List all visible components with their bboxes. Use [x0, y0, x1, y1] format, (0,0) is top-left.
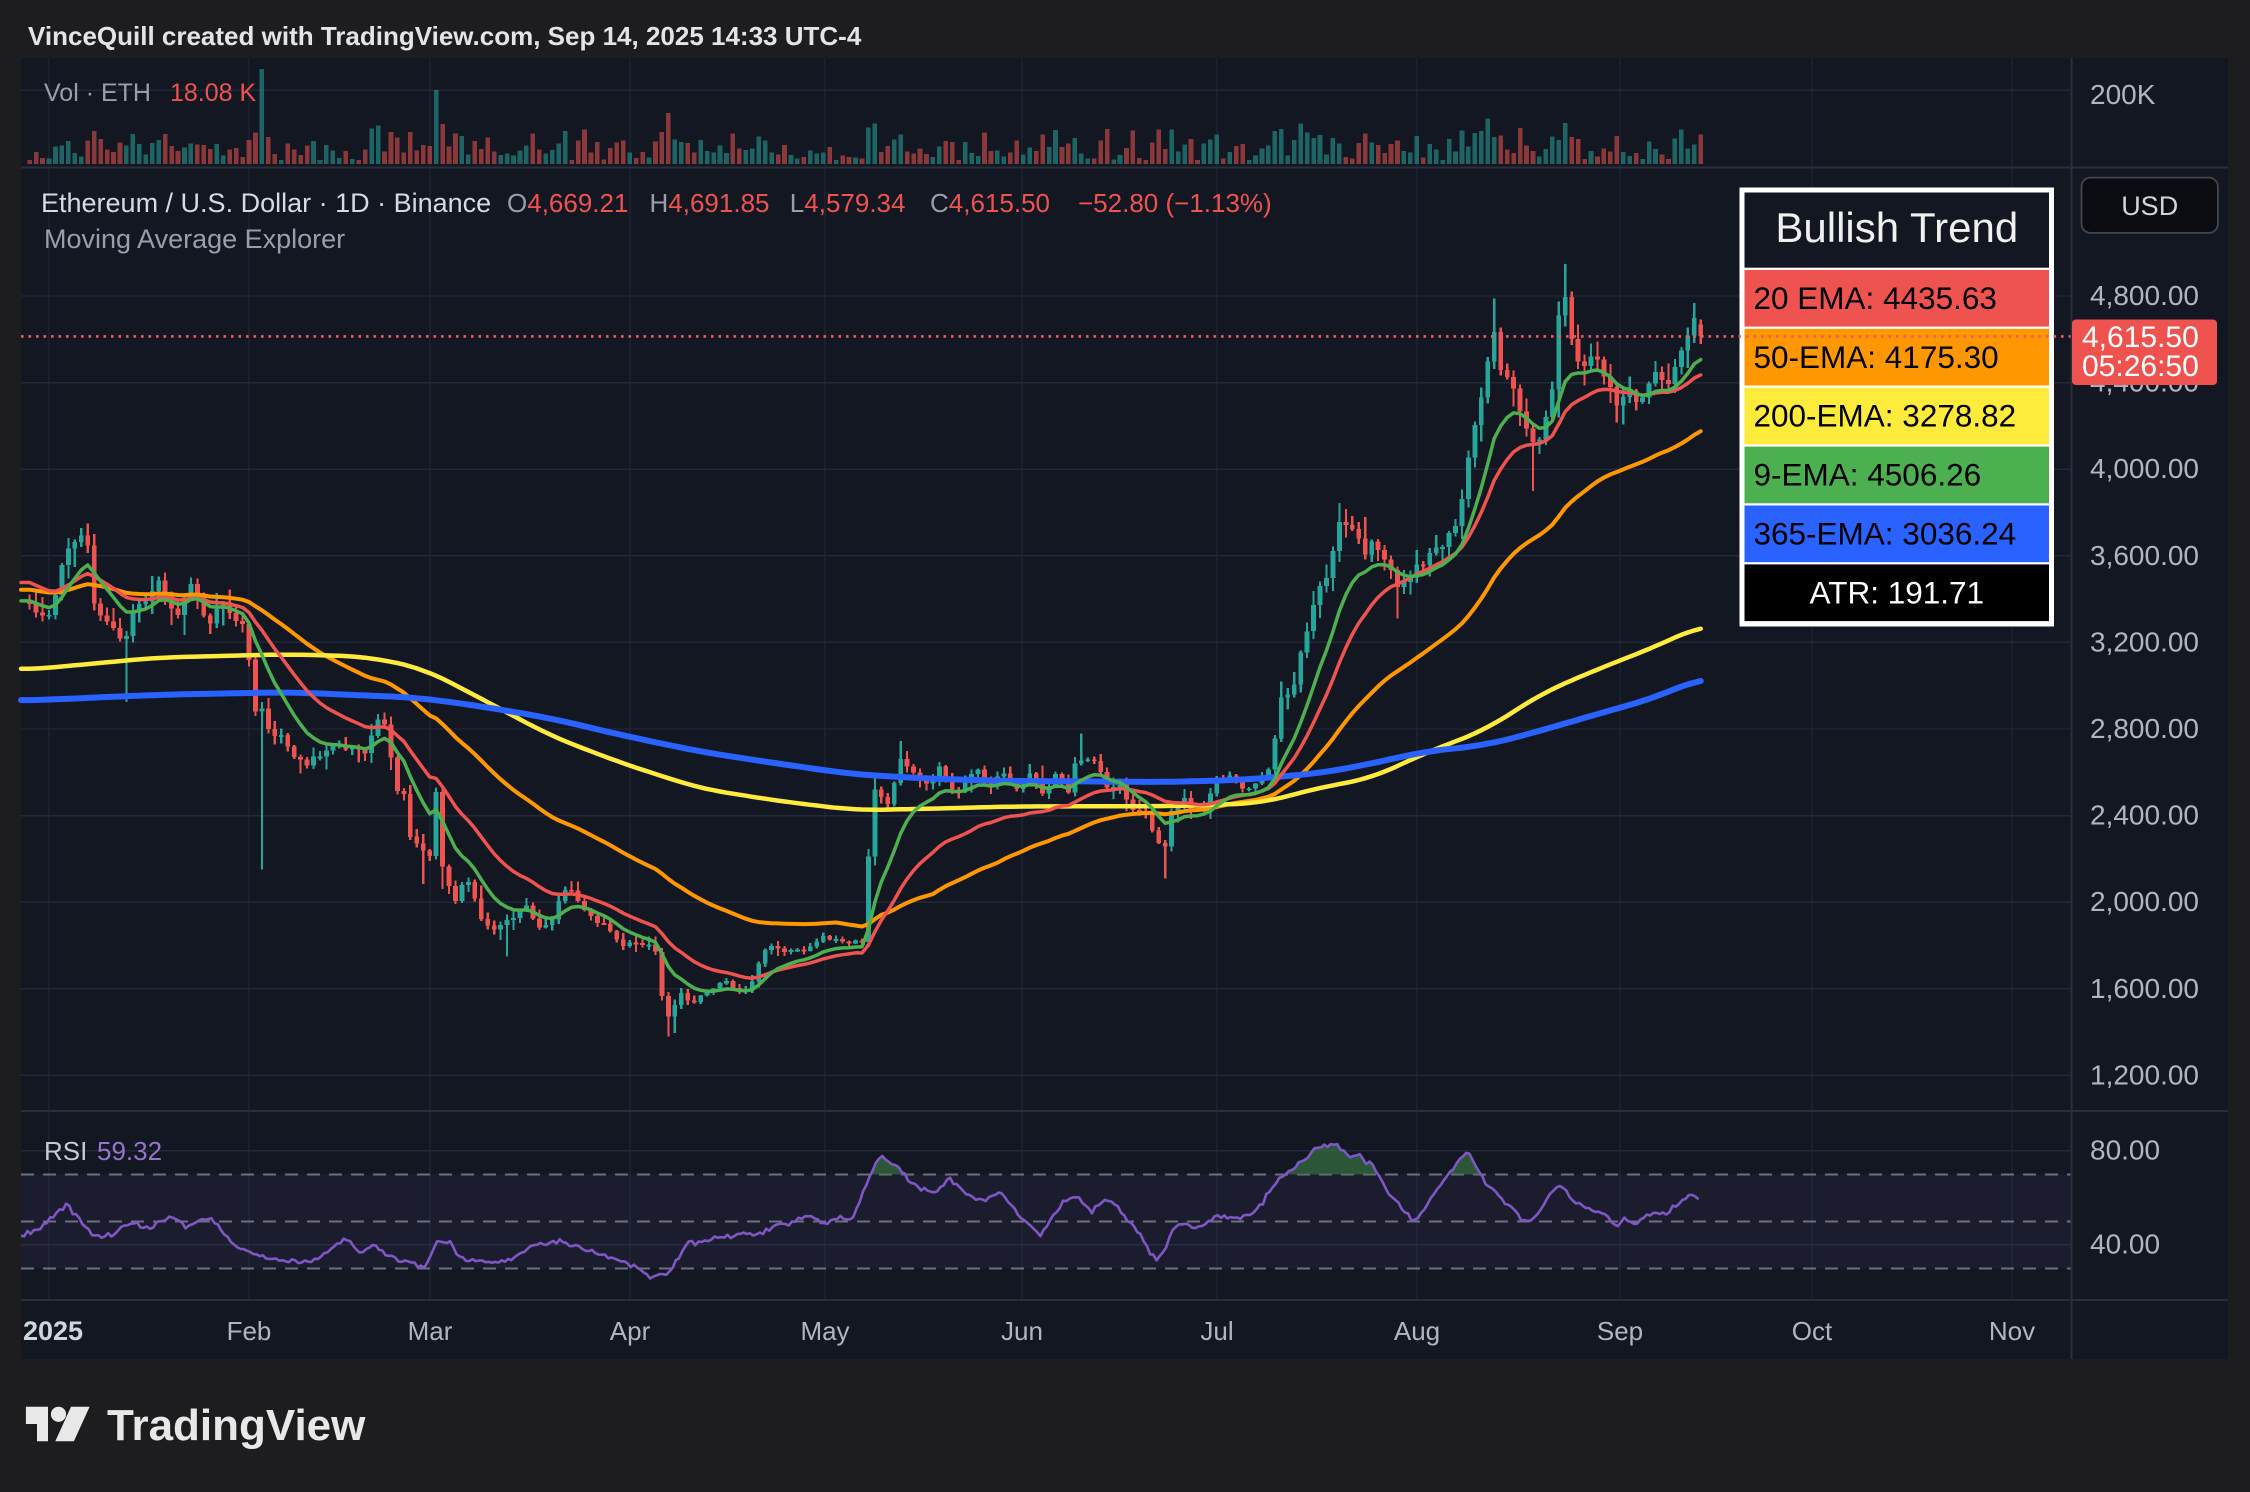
svg-text:4,000.00: 4,000.00 [2090, 453, 2199, 484]
svg-text:365-EMA: 3036.24: 365-EMA: 3036.24 [1754, 516, 2017, 552]
svg-text:ATR: 191.71: ATR: 191.71 [1810, 574, 1985, 610]
svg-text:Feb: Feb [227, 1316, 272, 1346]
svg-text:Aug: Aug [1394, 1316, 1440, 1346]
svg-text:C4,615.50: C4,615.50 [930, 188, 1050, 218]
svg-text:H4,691.85: H4,691.85 [650, 188, 770, 218]
svg-text:4,800.00: 4,800.00 [2090, 280, 2199, 311]
svg-text:L4,579.34: L4,579.34 [790, 188, 906, 218]
svg-text:200K: 200K [2090, 79, 2156, 110]
svg-text:Ethereum / U.S. Dollar · 1D ·: Ethereum / U.S. Dollar · 1D · Binance [41, 188, 491, 218]
svg-text:2025: 2025 [23, 1316, 83, 1346]
svg-text:59.32: 59.32 [97, 1136, 162, 1166]
svg-text:TradingView: TradingView [107, 1401, 366, 1450]
svg-text:2,000.00: 2,000.00 [2090, 886, 2199, 917]
svg-text:4,615.50: 4,615.50 [2082, 321, 2199, 354]
svg-text:Vol · ETH: Vol · ETH [44, 79, 151, 107]
svg-text:RSI: RSI [44, 1136, 87, 1166]
svg-text:Oct: Oct [1792, 1316, 1833, 1346]
svg-text:05:26:50: 05:26:50 [2082, 350, 2199, 383]
svg-text:Apr: Apr [610, 1316, 651, 1346]
svg-text:1,600.00: 1,600.00 [2090, 973, 2199, 1004]
svg-text:O4,669.21: O4,669.21 [507, 188, 628, 218]
svg-text:Mar: Mar [408, 1316, 453, 1346]
svg-text:9-EMA: 4506.26: 9-EMA: 4506.26 [1754, 457, 1982, 493]
svg-text:−52.80 (−1.13%): −52.80 (−1.13%) [1078, 188, 1272, 218]
svg-text:Jul: Jul [1200, 1316, 1233, 1346]
svg-text:20 EMA: 4435.63: 20 EMA: 4435.63 [1754, 280, 1997, 316]
svg-text:USD: USD [2121, 191, 2178, 221]
svg-text:18.08 K: 18.08 K [170, 79, 257, 107]
svg-text:Moving Average Explorer: Moving Average Explorer [44, 224, 345, 254]
svg-text:40.00: 40.00 [2090, 1229, 2160, 1260]
svg-text:2,400.00: 2,400.00 [2090, 800, 2199, 831]
svg-text:50-EMA: 4175.30: 50-EMA: 4175.30 [1754, 339, 1999, 375]
svg-text:Nov: Nov [1989, 1316, 2035, 1346]
svg-text:Bullish Trend: Bullish Trend [1775, 204, 2018, 251]
svg-text:1,200.00: 1,200.00 [2090, 1059, 2199, 1090]
svg-text:Sep: Sep [1597, 1316, 1643, 1346]
svg-text:May: May [800, 1316, 849, 1346]
svg-text:2,800.00: 2,800.00 [2090, 713, 2199, 744]
svg-text:200-EMA: 3278.82: 200-EMA: 3278.82 [1754, 398, 2017, 434]
svg-text:3,600.00: 3,600.00 [2090, 540, 2199, 571]
svg-text:VinceQuill created with Tradin: VinceQuill created with TradingView.com,… [28, 21, 862, 51]
svg-text:80.00: 80.00 [2090, 1135, 2160, 1166]
svg-text:Jun: Jun [1001, 1316, 1043, 1346]
svg-text:3,200.00: 3,200.00 [2090, 626, 2199, 657]
